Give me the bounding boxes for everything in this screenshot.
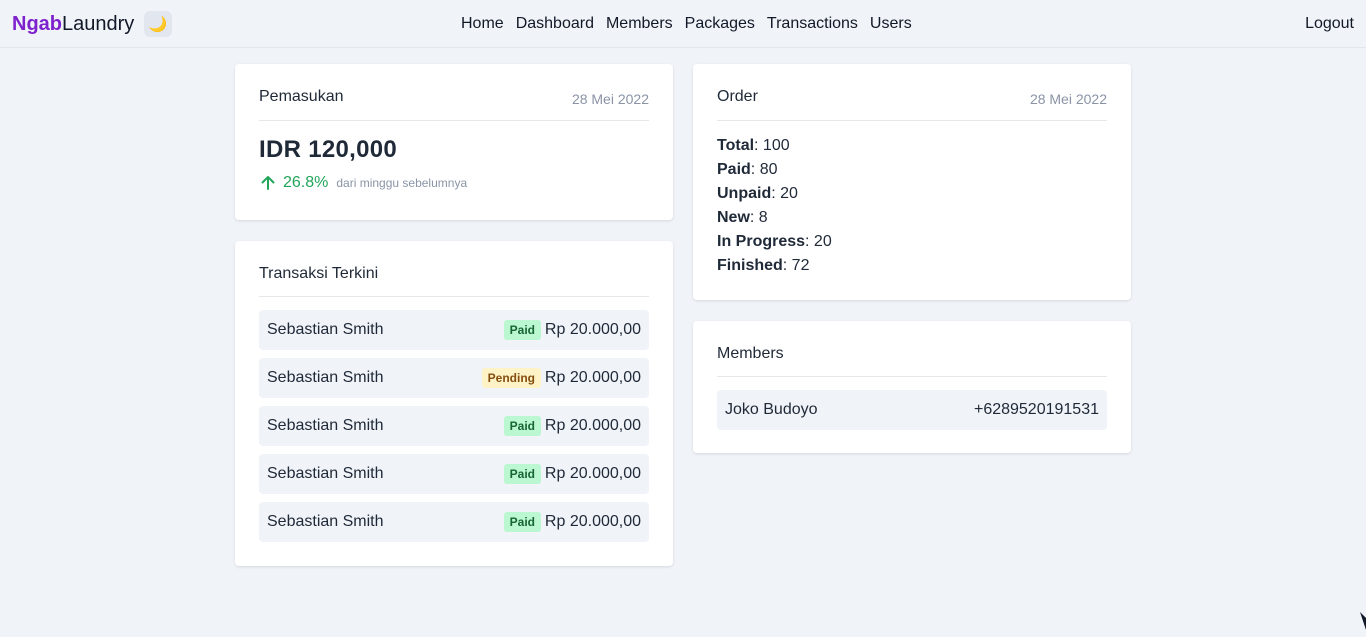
nav-packages[interactable]: Packages <box>684 15 755 32</box>
member-phone: +6289520191531 <box>973 401 1099 418</box>
transaction-name: Sebastian Smith <box>267 513 384 530</box>
order-stats: Total: 100 Paid: 80 Unpaid: 20 New: 8 In… <box>717 134 832 278</box>
transaction-row[interactable]: Sebastian Smith Paid Rp 20.000,00 <box>259 502 649 542</box>
income-change: 26.8% dari minggu sebelumnya <box>259 174 467 192</box>
transaction-row[interactable]: Sebastian Smith Paid Rp 20.000,00 <box>259 454 649 494</box>
transactions-title: Transaksi Terkini <box>259 265 379 282</box>
members-card-header: Members <box>717 343 1107 377</box>
status-badge: Paid <box>503 512 541 532</box>
order-stat-unpaid: Unpaid: 20 <box>717 185 798 202</box>
members-list: Joko Budoyo +6289520191531 <box>717 390 1107 438</box>
order-card: Order 28 Mei 2022 Total: 100 Paid: 80 Un… <box>693 64 1131 300</box>
moon-icon: 🌙 <box>148 16 168 33</box>
income-amount: IDR 120,000 <box>259 136 398 163</box>
nav-links: Home Dashboard Members Packages Transact… <box>461 13 912 35</box>
nav-members[interactable]: Members <box>605 15 673 32</box>
transaction-name: Sebastian Smith <box>267 369 384 386</box>
recent-transactions-card: Transaksi Terkini Sebastian Smith Paid R… <box>235 241 673 566</box>
income-card: Pemasukan 28 Mei 2022 IDR 120,000 26.8% … <box>235 64 673 220</box>
nav-dashboard[interactable]: Dashboard <box>515 15 594 32</box>
transaction-row[interactable]: Sebastian Smith Pending Rp 20.000,00 <box>259 358 649 398</box>
order-date: 28 Mei 2022 <box>1029 91 1107 107</box>
order-title: Order <box>717 88 758 105</box>
logout-link[interactable]: Logout <box>1305 15 1354 32</box>
income-change-note: dari minggu sebelumnya <box>336 176 468 190</box>
theme-toggle-button[interactable]: 🌙 <box>144 11 172 37</box>
members-card: Members Joko Budoyo +6289520191531 <box>693 321 1131 453</box>
order-stat-finished: Finished: 72 <box>717 257 810 274</box>
navbar: NgabLaundry 🌙 Home Dashboard Members Pac… <box>0 0 1366 48</box>
members-title: Members <box>717 345 784 362</box>
income-card-header: Pemasukan 28 Mei 2022 <box>259 86 649 121</box>
status-badge: Paid <box>503 320 541 340</box>
order-card-header: Order 28 Mei 2022 <box>717 86 1107 121</box>
status-badge: Paid <box>503 416 541 436</box>
transactions-list: Sebastian Smith Paid Rp 20.000,00 Sebast… <box>259 310 649 550</box>
brand-logo[interactable]: NgabLaundry <box>12 11 134 37</box>
transaction-name: Sebastian Smith <box>267 465 384 482</box>
brand-rest: Laundry <box>62 13 135 35</box>
nav-home[interactable]: Home <box>461 15 504 32</box>
arrow-up-icon <box>261 176 275 190</box>
transactions-card-header: Transaksi Terkini <box>259 263 649 297</box>
income-date: 28 Mei 2022 <box>571 91 649 107</box>
transaction-row[interactable]: Sebastian Smith Paid Rp 20.000,00 <box>259 310 649 350</box>
transaction-amount: Rp 20.000,00 <box>544 321 641 338</box>
brand-accent: Ngab <box>12 13 62 35</box>
member-name: Joko Budoyo <box>725 401 818 418</box>
nav-users[interactable]: Users <box>869 15 912 32</box>
transaction-amount: Rp 20.000,00 <box>544 513 641 530</box>
order-stat-paid: Paid: 80 <box>717 161 778 178</box>
order-stat-new: New: 8 <box>717 209 768 226</box>
order-stat-total: Total: 100 <box>717 137 790 154</box>
transaction-row[interactable]: Sebastian Smith Paid Rp 20.000,00 <box>259 406 649 446</box>
mouse-cursor-icon <box>1360 612 1366 630</box>
income-change-percent: 26.8% <box>283 174 329 191</box>
transaction-name: Sebastian Smith <box>267 417 384 434</box>
transaction-amount: Rp 20.000,00 <box>544 465 641 482</box>
transaction-name: Sebastian Smith <box>267 321 384 338</box>
member-row[interactable]: Joko Budoyo +6289520191531 <box>717 390 1107 430</box>
income-title: Pemasukan <box>259 88 344 105</box>
transaction-amount: Rp 20.000,00 <box>544 369 641 386</box>
status-badge: Paid <box>503 464 541 484</box>
transaction-amount: Rp 20.000,00 <box>544 417 641 434</box>
order-stat-in-progress: In Progress: 20 <box>717 233 832 250</box>
status-badge: Pending <box>481 368 541 388</box>
nav-transactions[interactable]: Transactions <box>766 15 858 32</box>
